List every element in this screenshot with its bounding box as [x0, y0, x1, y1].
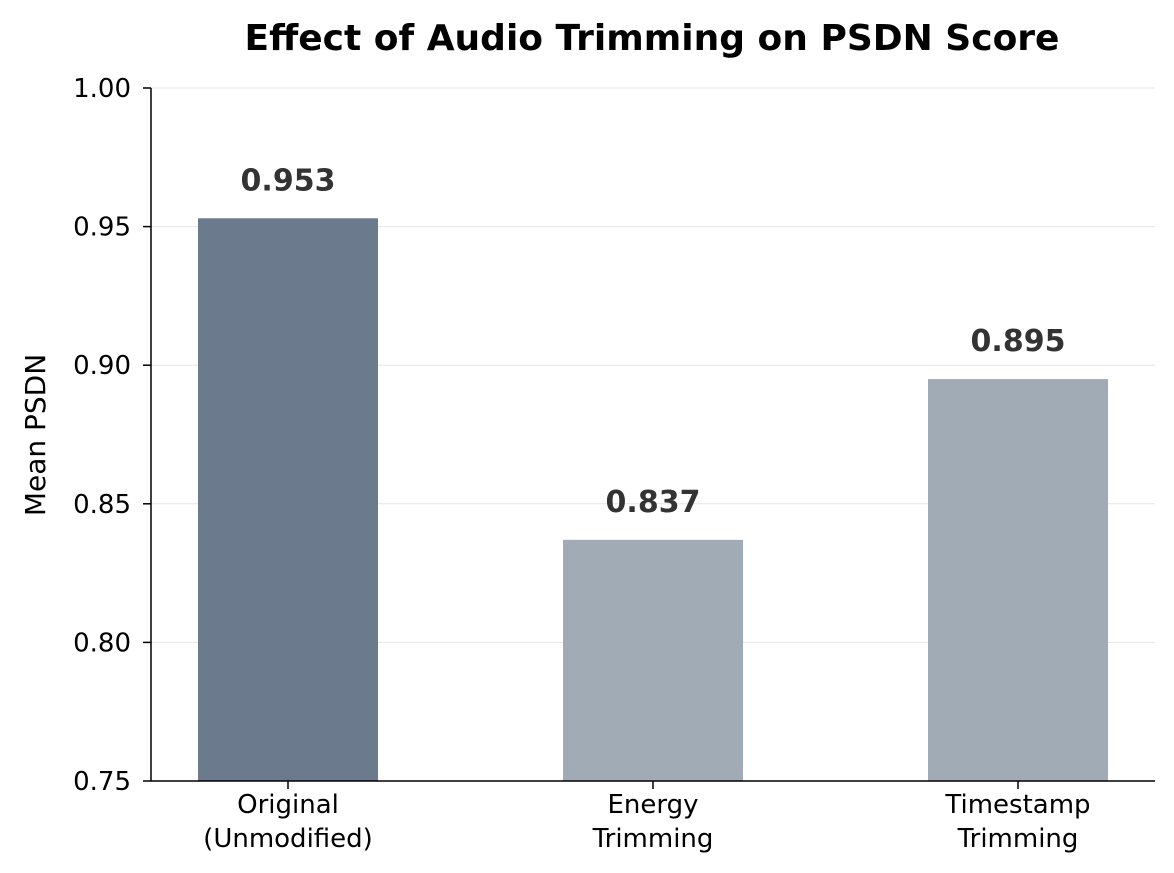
bar-value-label: 0.953 — [241, 163, 336, 198]
bar — [563, 539, 743, 781]
bars — [198, 218, 1108, 781]
y-tick-label: 1.00 — [73, 74, 131, 104]
y-tick-label: 0.85 — [73, 490, 131, 520]
bar-value-label: 0.837 — [606, 485, 701, 520]
bar — [928, 379, 1108, 781]
y-tick-label: 0.95 — [73, 213, 131, 243]
bar-value-labels: 0.953 0.837 0.895 — [241, 163, 1066, 520]
x-tick-label: Energy Trimming — [592, 790, 714, 854]
y-axis-label: Mean PSDN — [19, 354, 52, 516]
bar — [198, 218, 378, 781]
y-axis-ticks: 0.75 0.80 0.85 0.90 0.95 1.00 — [73, 74, 151, 797]
y-tick-label: 0.80 — [73, 628, 131, 658]
bar-value-label: 0.895 — [971, 324, 1066, 359]
x-tick-label: Original (Unmodified) — [203, 790, 373, 854]
y-tick-label: 0.75 — [73, 767, 131, 797]
y-tick-label: 0.90 — [73, 351, 131, 381]
x-tick-label: Timestamp Trimming — [944, 790, 1090, 854]
x-axis-ticks: Original (Unmodified) Energy Trimming Timest… — [203, 781, 1091, 854]
chart-title: Effect of Audio Trimming on PSDN Score — [245, 18, 1060, 59]
